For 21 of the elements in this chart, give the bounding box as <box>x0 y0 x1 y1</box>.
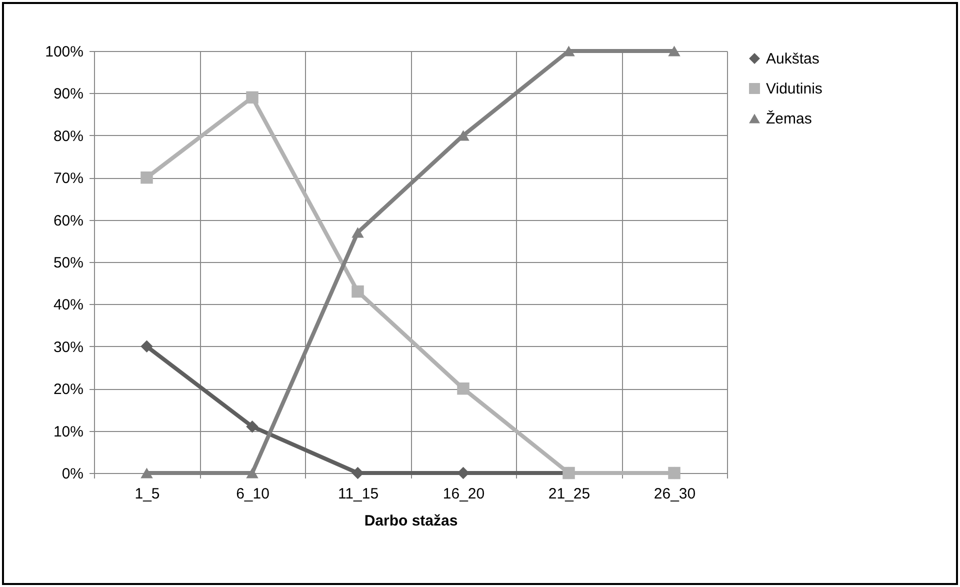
y-tick-label: 70% <box>53 170 84 188</box>
y-tick-label: 50% <box>53 254 84 272</box>
x-tick-label: 21_25 <box>548 486 590 502</box>
y-tick-label: 60% <box>53 212 84 230</box>
y-tick-label: 100% <box>45 44 84 60</box>
x-axis-title: Darbo stažas <box>364 512 458 530</box>
y-tick-label: 10% <box>53 423 84 440</box>
x-tick-label: 6_10 <box>236 486 270 502</box>
y-tick-label: 80% <box>53 128 84 145</box>
y-tick-label: 0% <box>62 466 84 482</box>
x-tick-label: 16_20 <box>442 486 485 502</box>
y-tick-label: 30% <box>53 338 84 356</box>
legend-label: Žemas <box>766 110 812 128</box>
legend-label: Aukštas <box>766 50 820 68</box>
x-tick-label: 1_5 <box>134 486 160 502</box>
y-tick-label: 90% <box>53 86 84 103</box>
x-tick-label: 11_15 <box>338 486 379 502</box>
y-tick-label: 40% <box>53 296 84 314</box>
legend-label: Vidutinis <box>766 80 822 98</box>
x-tick-label: 26_30 <box>654 486 696 502</box>
y-tick-label: 20% <box>53 381 84 398</box>
